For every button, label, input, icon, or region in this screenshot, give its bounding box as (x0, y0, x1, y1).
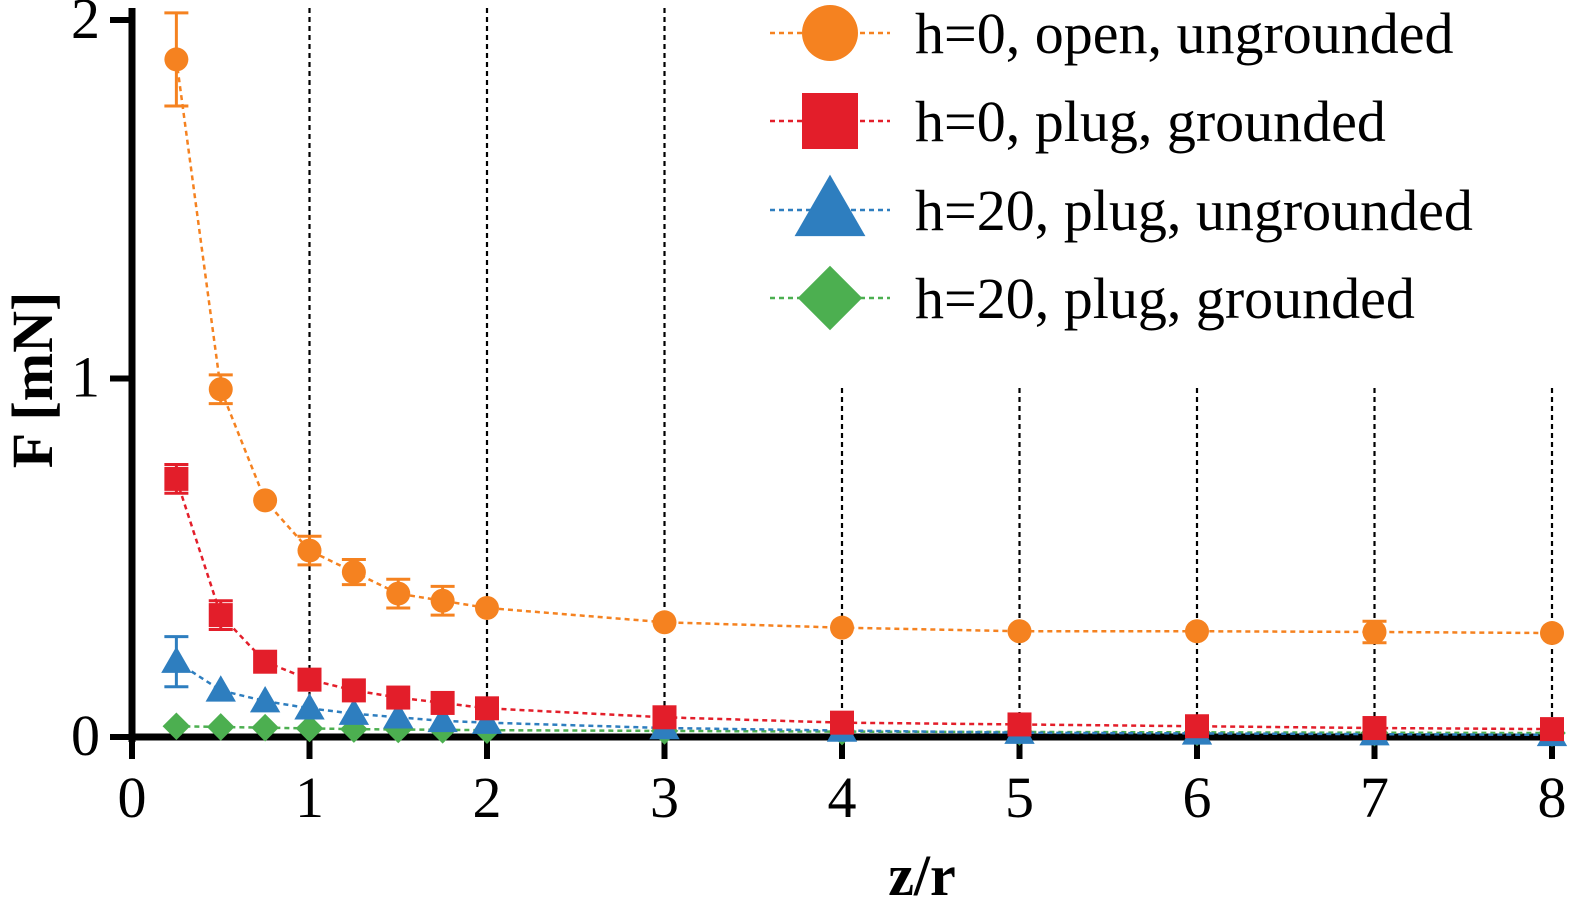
legend-item-1: h=0, open, ungrounded (770, 1, 1454, 66)
series-3-point-8 (471, 707, 503, 734)
x-tick-label-4: 4 (828, 765, 857, 830)
series-1-point-7 (430, 588, 455, 613)
series-2-line (175, 478, 1553, 731)
x-axis-label: z/r (888, 843, 956, 900)
series-2-point-13 (1362, 716, 1387, 741)
legend-marker-1 (802, 5, 858, 61)
x-tick-label-6: 6 (1183, 765, 1212, 830)
y-axis-label: F [mN] (0, 292, 65, 469)
x-tick-label-8: 8 (1538, 765, 1567, 830)
series-2-point-5 (341, 678, 366, 703)
series-1-point-11 (1007, 619, 1032, 644)
series-4-point-2 (206, 713, 235, 741)
series-1-point-10 (830, 615, 854, 640)
series-1-point-1 (164, 47, 189, 72)
series-4-line (176, 724, 1553, 735)
series-1-point-14 (1540, 621, 1564, 646)
y-tick-label-1: 1 (71, 345, 100, 410)
series-3-point-5 (338, 698, 370, 725)
series-2-point-10 (830, 710, 854, 735)
x-tick-label-3: 3 (650, 765, 679, 830)
x-tick-label-7: 7 (1360, 765, 1389, 830)
series-1 (164, 11, 1564, 646)
y-tick-label-2: 2 (71, 0, 100, 51)
series-3-point-3 (249, 685, 281, 713)
legend: h=0, open, ungrounded h=0, plug, grounded… (770, 1, 1473, 331)
series-1-point-6 (386, 581, 411, 606)
legend-item-2: h=0, plug, grounded (770, 89, 1386, 154)
legend-marker-3 (794, 174, 866, 237)
y-tick-label-0: 0 (71, 703, 100, 768)
series-layer (161, 11, 1568, 747)
ticks: 0 1 2 3 4 5 6 7 8 0 1 2 (71, 0, 1567, 830)
series-2-point-14 (1540, 717, 1564, 742)
series-2-point-11 (1007, 712, 1032, 737)
series-3-point-6 (383, 702, 414, 729)
series-1-point-9 (652, 610, 677, 635)
grid-lines (308, 8, 1554, 737)
legend-marker-2 (802, 93, 858, 149)
x-tick-label-1: 1 (295, 765, 324, 830)
series-1-point-13 (1362, 619, 1387, 644)
series-2-point-6 (386, 685, 411, 710)
legend-item-3: h=20, plug, ungrounded (770, 174, 1473, 243)
x-tick-label-2: 2 (473, 765, 502, 830)
series-2-point-8 (475, 696, 499, 721)
series-4 (162, 712, 1566, 747)
series-4-point-1 (162, 712, 191, 741)
series-2 (164, 463, 1564, 742)
series-2-point-3 (253, 649, 278, 674)
legend-label-4: h=20, plug, grounded (915, 266, 1415, 331)
legend-item-4: h=20, plug, grounded (770, 265, 1415, 331)
legend-label-1: h=0, open, ungrounded (915, 1, 1454, 66)
series-3-line (175, 660, 1553, 737)
series-1-point-2 (208, 377, 233, 402)
series-4-point-3 (251, 713, 279, 742)
series-1-point-3 (253, 488, 278, 513)
series-1-point-5 (341, 560, 366, 585)
series-4-point-4 (295, 714, 324, 743)
legend-marker-4 (797, 265, 863, 331)
series-3-point-2 (205, 675, 236, 702)
series-3-point-7 (427, 705, 458, 733)
legend-label-3: h=20, plug, ungrounded (915, 178, 1473, 243)
series-2-point-7 (430, 690, 455, 715)
series-3-point-1 (161, 646, 192, 673)
series-3 (161, 635, 1568, 747)
series-1-point-12 (1185, 619, 1209, 644)
legend-label-2: h=0, plug, grounded (915, 89, 1386, 154)
series-1-point-4 (297, 538, 322, 563)
series-2-point-4 (297, 667, 322, 692)
series-2-point-12 (1185, 714, 1209, 739)
series-1-point-8 (475, 595, 499, 620)
series-3-point-4 (294, 693, 325, 720)
x-tick-label-0: 0 (118, 765, 147, 830)
x-tick-label-5: 5 (1005, 765, 1034, 830)
series-2-point-2 (208, 603, 233, 628)
series-2-point-9 (652, 705, 677, 730)
series-2-point-1 (164, 466, 189, 491)
